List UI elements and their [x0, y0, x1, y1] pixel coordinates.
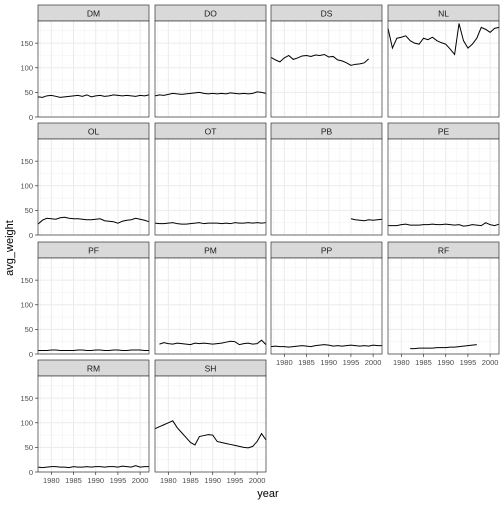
- facet-strip-label: PE: [438, 127, 450, 137]
- y-tick-label: 50: [25, 325, 33, 334]
- facet-panel-sh: SH 1980 1985 1990 1995 2000: [155, 360, 266, 485]
- facet-strip-label: RM: [87, 364, 100, 374]
- x-tick-label: 2000: [249, 476, 266, 485]
- x-tick-label: 1980: [393, 358, 410, 367]
- x-tick-label: 1980: [43, 476, 60, 485]
- facet-strip-label: PP: [321, 246, 333, 256]
- x-tick-label: 2000: [365, 358, 382, 367]
- y-tick-label: 50: [25, 88, 33, 97]
- plot-background: [38, 376, 149, 472]
- x-tick-label: 1990: [204, 476, 221, 485]
- x-tick-label: 1995: [227, 476, 244, 485]
- plot-background: [38, 21, 149, 117]
- y-tick-label: 100: [20, 182, 33, 191]
- y-tick-label: 50: [25, 443, 33, 452]
- x-tick-label: 1995: [460, 358, 477, 367]
- y-tick-label: 150: [20, 39, 33, 48]
- facet-panel-ot: OT: [155, 123, 266, 235]
- facet-strip-label: RF: [438, 246, 449, 256]
- facet-panel-rm: RM 0 50 100 150 1980 1985 1990 1995 2000: [20, 360, 149, 485]
- x-tick-label: 1985: [65, 476, 82, 485]
- x-tick-label: 1995: [110, 476, 127, 485]
- plot-background: [155, 139, 266, 235]
- plot-background: [38, 258, 149, 354]
- facet-panel-pm: PM: [155, 242, 266, 354]
- facet-strip-label: DM: [87, 9, 100, 19]
- facet-strip-label: DO: [204, 9, 217, 19]
- facet-strip-label: PB: [321, 127, 333, 137]
- facet-panel-do: DO: [155, 5, 266, 117]
- plot-background: [388, 139, 499, 235]
- y-tick-label: 0: [29, 468, 33, 477]
- x-tick-label: 2000: [132, 476, 149, 485]
- y-tick-label: 0: [29, 113, 33, 122]
- plot-background: [38, 139, 149, 235]
- x-tick-label: 1990: [320, 358, 337, 367]
- plot-background: [155, 258, 266, 354]
- y-tick-label: 150: [20, 157, 33, 166]
- x-tick-label: 1990: [87, 476, 104, 485]
- y-tick-label: 0: [29, 350, 33, 359]
- facet-panel-ds: DS: [271, 5, 382, 117]
- facet-panel-nl: NL: [388, 5, 499, 117]
- y-tick-label: 50: [25, 206, 33, 215]
- facet-panels: DM 0 50 100 150 DO DS NL OL 0 50 100 150 OT PB PE PF 0 50 1…: [20, 5, 499, 485]
- facet-panel-pe: PE: [388, 123, 499, 235]
- x-tick-label: 1990: [437, 358, 454, 367]
- x-axis-label: year: [257, 488, 279, 500]
- facet-strip-label: OL: [88, 127, 100, 137]
- y-tick-label: 100: [20, 64, 33, 73]
- y-tick-label: 150: [20, 276, 33, 285]
- x-tick-label: 1980: [160, 476, 177, 485]
- x-tick-label: 1995: [343, 358, 360, 367]
- facet-panel-ol: OL 0 50 100 150: [20, 123, 149, 240]
- x-tick-label: 1980: [276, 358, 293, 367]
- facet-panel-pp: PP 1980 1985 1990 1995 2000: [271, 242, 382, 367]
- facet-strip-label: SH: [205, 364, 217, 374]
- plot-background: [155, 21, 266, 117]
- x-tick-label: 1985: [182, 476, 199, 485]
- x-tick-label: 2000: [482, 358, 499, 367]
- facet-strip-label: PF: [88, 246, 99, 256]
- x-tick-label: 1985: [415, 358, 432, 367]
- plot-background: [388, 258, 499, 354]
- facet-strip-label: PM: [204, 246, 217, 256]
- y-axis-label: avg_weight: [4, 220, 16, 276]
- facet-panel-pb: PB: [271, 123, 382, 235]
- plot-background: [271, 258, 382, 354]
- facet-panel-rf: RF 1980 1985 1990 1995 2000: [388, 242, 499, 367]
- y-tick-label: 100: [20, 419, 33, 428]
- facet-panel-pf: PF 0 50 100 150: [20, 242, 149, 359]
- plot-background: [388, 21, 499, 117]
- plot-background: [155, 376, 266, 472]
- y-tick-label: 150: [20, 394, 33, 403]
- y-tick-label: 0: [29, 231, 33, 240]
- facet-panel-dm: DM 0 50 100 150: [20, 5, 149, 122]
- x-tick-label: 1985: [298, 358, 315, 367]
- facet-strip-label: OT: [205, 127, 217, 137]
- plot-background: [271, 21, 382, 117]
- facet-strip-label: NL: [438, 9, 449, 19]
- facet-strip-label: DS: [321, 9, 333, 19]
- y-tick-label: 100: [20, 301, 33, 310]
